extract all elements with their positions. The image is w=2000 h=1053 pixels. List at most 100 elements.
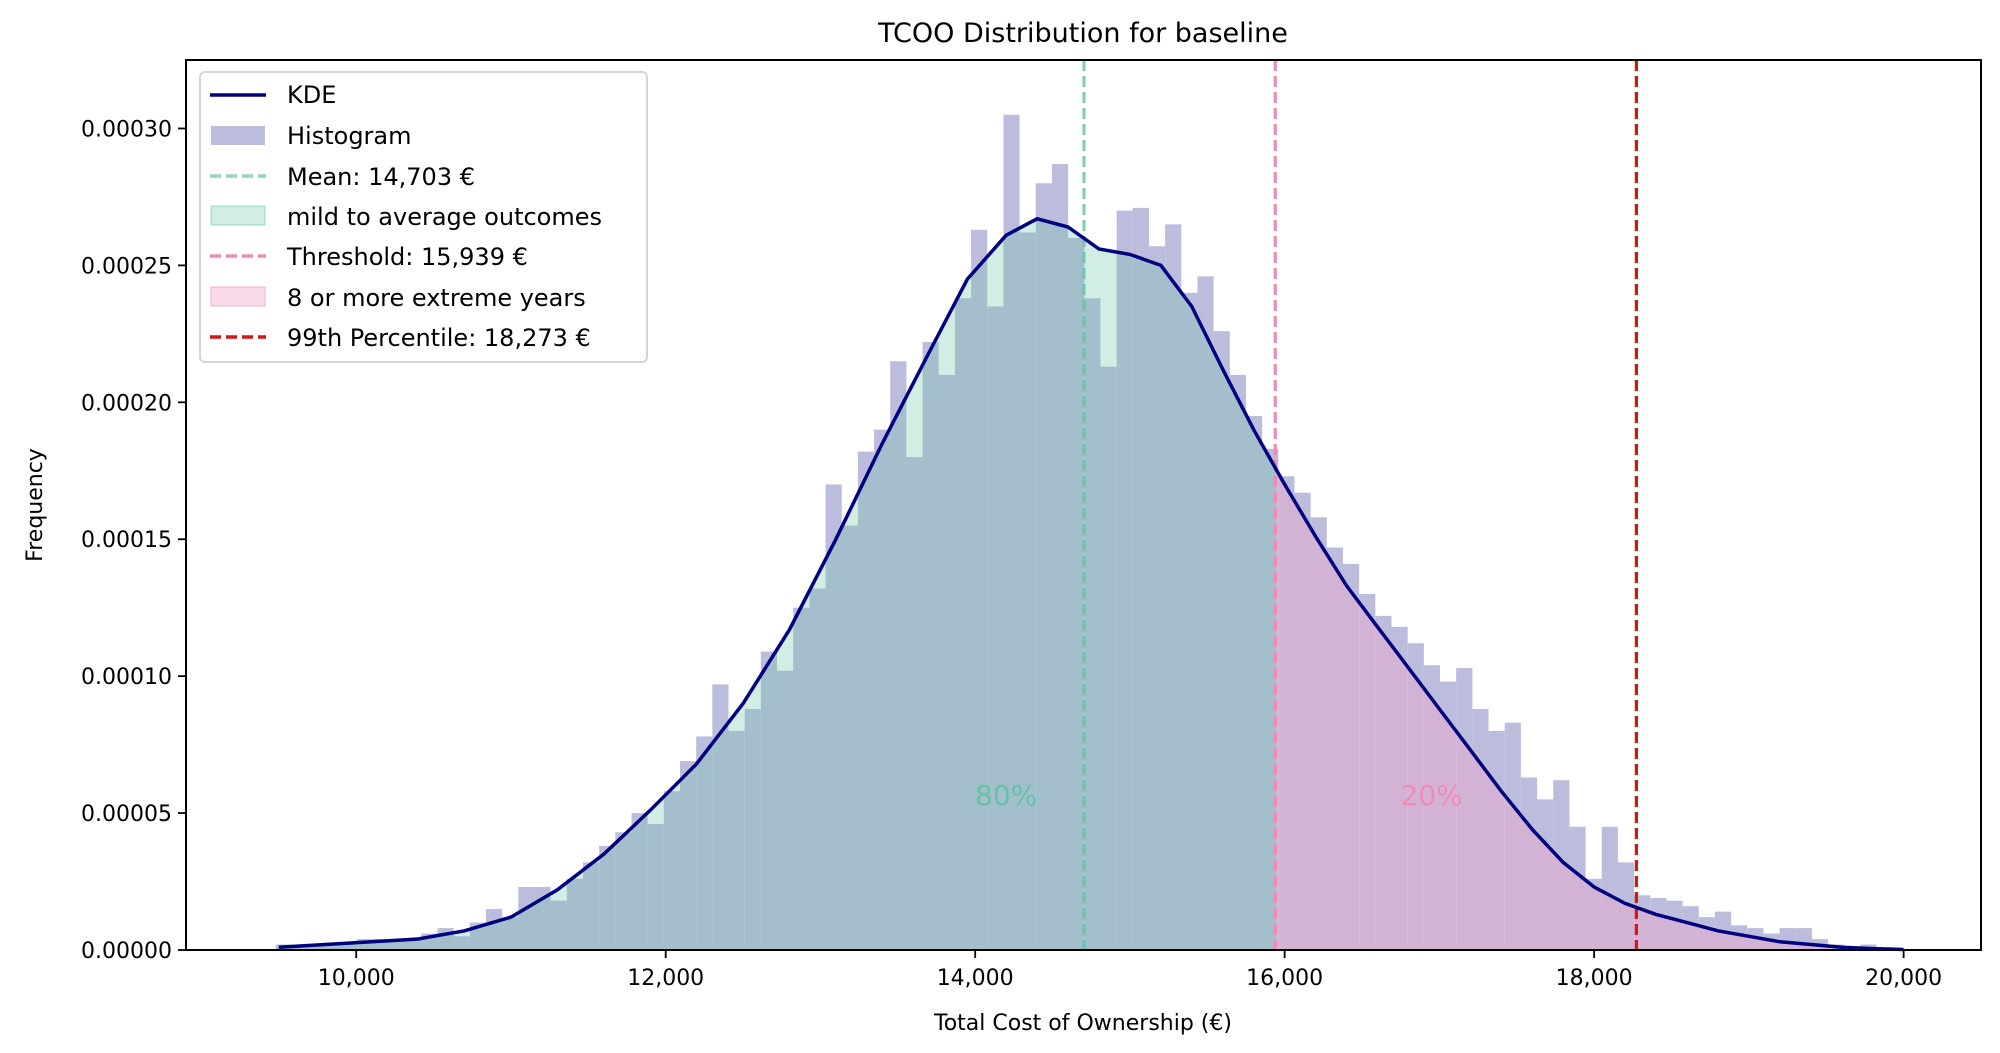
legend-label: mild to average outcomes	[287, 203, 602, 231]
region-mild	[275, 219, 1276, 950]
legend-label: Histogram	[287, 122, 412, 150]
kde-line	[278, 216, 1904, 952]
region-extreme	[1275, 467, 1893, 950]
histogram-bar	[1051, 164, 1069, 951]
histogram-bar	[502, 917, 519, 950]
histogram-bar	[1148, 246, 1166, 950]
histogram-bar	[1601, 826, 1618, 950]
legend-box	[199, 71, 648, 363]
histogram-bar	[405, 939, 422, 950]
histogram-bar	[566, 878, 583, 950]
histogram-bar	[599, 845, 616, 950]
legend-label: 99th Percentile: 18,273 €	[287, 324, 591, 352]
x-tick-label: 12,000	[627, 966, 704, 991]
histogram-bar	[793, 607, 810, 950]
histogram-bar	[340, 944, 357, 950]
histogram-bar	[1132, 207, 1149, 950]
histogram-bar	[744, 709, 761, 950]
histogram-bar	[1682, 906, 1699, 950]
histogram-bar	[1440, 681, 1457, 950]
legend-label: Mean: 14,703 €	[287, 163, 475, 191]
histogram-bar	[1019, 232, 1036, 950]
histogram-bar	[615, 832, 632, 950]
histogram-bar	[1488, 730, 1505, 950]
histogram-bar	[841, 525, 858, 950]
histogram-bar	[809, 588, 826, 950]
histogram-bar	[1375, 615, 1392, 950]
histogram-bar	[1245, 416, 1263, 950]
legend-item-mean: Mean: 14,703 €	[210, 163, 475, 191]
histogram-bar	[453, 936, 470, 950]
histogram-bar	[1116, 210, 1133, 951]
chart-title: TCOO Distribution for baseline	[877, 18, 1288, 49]
shaded-regions	[275, 219, 1893, 950]
histogram-bar	[922, 342, 939, 950]
histogram-bar	[987, 306, 1004, 950]
histogram-bar	[1731, 925, 1748, 950]
histogram-bar	[1391, 626, 1408, 950]
histogram-bar	[906, 457, 923, 950]
x-tick-label: 14,000	[937, 966, 1014, 991]
histogram-bar	[1165, 224, 1182, 951]
legend-item-kde: KDE	[210, 81, 336, 109]
legend-label: Threshold: 15,939 €	[286, 243, 528, 271]
histogram-bar	[324, 944, 341, 950]
region-labels: 80% 20%	[975, 779, 1463, 812]
histogram-bar	[388, 941, 406, 950]
histogram-bar	[1294, 492, 1311, 950]
histogram-bar	[760, 651, 778, 950]
region-label-mild: 80%	[975, 779, 1037, 812]
legend-swatch-mild	[210, 205, 266, 226]
reference-lines	[1082, 60, 1638, 950]
y-tick-label: 0.00010	[81, 665, 172, 690]
histogram-bar	[1359, 594, 1376, 950]
histogram-bar	[1084, 298, 1101, 950]
histogram-bar	[1343, 563, 1360, 950]
histogram-bar	[1100, 366, 1117, 950]
histogram-bar	[631, 813, 648, 950]
histogram-bar	[1197, 276, 1214, 950]
y-tick-label: 0.00000	[81, 939, 172, 964]
histogram-bar	[712, 684, 729, 950]
y-tick-label: 0.00030	[81, 117, 172, 142]
legend-item-extreme: 8 or more extreme years	[210, 284, 586, 312]
y-axis-title: Frequency	[23, 448, 48, 562]
y-tick-label: 0.00005	[81, 802, 172, 827]
legend-item-mild: mild to average outcomes	[210, 203, 602, 231]
histogram-bar	[1585, 878, 1602, 950]
histogram-bar	[1181, 292, 1198, 950]
legend-swatch-histogram	[211, 126, 265, 145]
histogram-bar	[1569, 826, 1586, 950]
y-tick-label: 0.00025	[81, 254, 172, 279]
histogram-bar	[663, 791, 681, 950]
legend-label: KDE	[287, 81, 336, 109]
legend-item-percentile: 99th Percentile: 18,273 €	[210, 324, 591, 352]
histogram-bar	[582, 862, 600, 950]
histogram-bar	[1504, 722, 1521, 950]
legend-item-threshold: Threshold: 15,939 €	[210, 243, 528, 271]
x-axis: 10,000 12,000 14,000 16,000 18,000 20,000	[318, 950, 1942, 991]
histogram-bar	[825, 484, 842, 950]
histogram-bar	[728, 730, 745, 950]
histogram-bar	[1423, 665, 1441, 950]
axes-frame	[185, 59, 1982, 951]
histogram-bar	[971, 229, 988, 951]
histogram-bar	[696, 736, 713, 950]
histogram-bar	[1068, 238, 1085, 950]
histogram-bar	[550, 900, 567, 950]
y-tick-label: 0.00020	[81, 391, 172, 416]
y-tick-label: 0.00015	[81, 528, 172, 553]
histogram-bar	[1035, 183, 1052, 950]
histogram-bar	[1617, 862, 1635, 950]
legend-label: 8 or more extreme years	[287, 284, 586, 312]
histogram-bar	[680, 761, 697, 950]
histogram-bar	[857, 451, 875, 950]
histogram-bar	[647, 824, 664, 950]
histogram-bar	[308, 944, 325, 950]
histogram-bar	[1310, 517, 1327, 950]
histogram-bar	[356, 939, 373, 950]
x-axis-title: Total Cost of Ownership (€)	[933, 1011, 1232, 1036]
x-tick-label: 18,000	[1556, 966, 1633, 991]
histogram-bar	[890, 361, 907, 950]
